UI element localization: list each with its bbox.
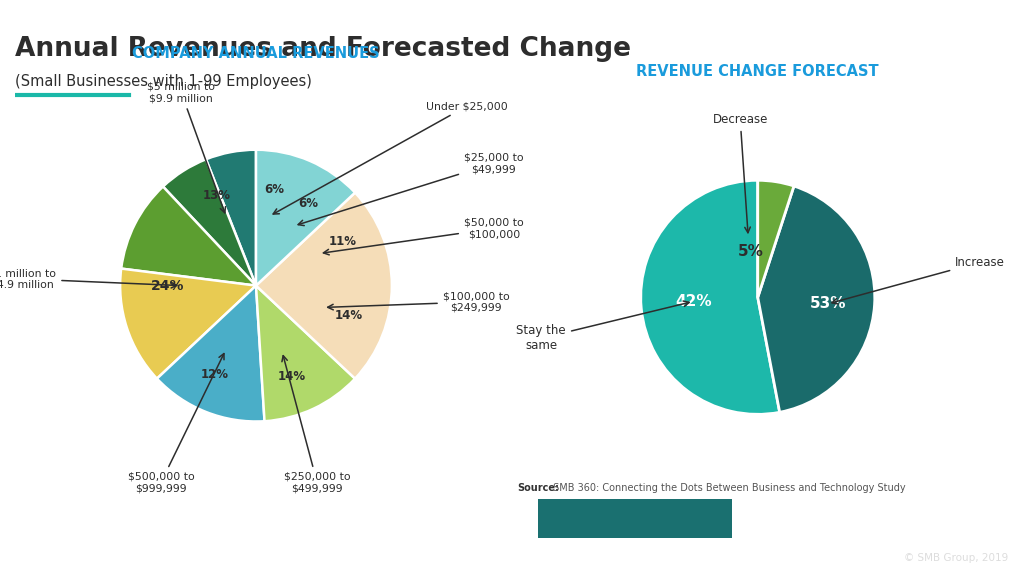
Text: 5%: 5% xyxy=(737,243,763,258)
Text: $500,000 to
$999,999: $500,000 to $999,999 xyxy=(128,354,224,493)
Text: Q) What change do you anticipate in annual revenues for the next fiscal year?: Q) What change do you anticipate in annu… xyxy=(12,553,451,563)
Wedge shape xyxy=(641,180,779,414)
Text: 12%: 12% xyxy=(201,368,228,381)
Text: Decrease: Decrease xyxy=(713,113,768,233)
Text: 24%: 24% xyxy=(151,279,184,293)
Text: (Small Businesses with 1-99 Employees): (Small Businesses with 1-99 Employees) xyxy=(15,74,312,89)
Wedge shape xyxy=(121,186,256,286)
Text: $25,000 to
$49,999: $25,000 to $49,999 xyxy=(298,152,523,226)
Text: 13%: 13% xyxy=(203,189,231,203)
Text: $50,000 to
$100,000: $50,000 to $100,000 xyxy=(324,218,523,255)
Wedge shape xyxy=(120,268,256,379)
Text: Annual Revenues and Forecasted Change: Annual Revenues and Forecasted Change xyxy=(15,36,632,62)
Text: 14%: 14% xyxy=(278,370,306,383)
Text: 14%: 14% xyxy=(335,309,364,323)
Text: 53%: 53% xyxy=(809,297,846,312)
Text: Source:: Source: xyxy=(517,482,559,493)
Text: Q) Approximately what are your company’s annual revenues for the current fiscal : Q) Approximately what are your company’s… xyxy=(12,514,504,523)
Wedge shape xyxy=(256,286,355,421)
Wedge shape xyxy=(256,150,355,286)
Bar xyxy=(538,499,732,538)
Title: COMPANY ANNUAL REVENUES: COMPANY ANNUAL REVENUES xyxy=(132,46,380,61)
Wedge shape xyxy=(758,186,874,413)
Text: $250,000 to
$499,999: $250,000 to $499,999 xyxy=(282,355,350,493)
Text: 6%: 6% xyxy=(298,197,318,209)
Text: SMB 360: Connecting the Dots Between Business and Technology Study: SMB 360: Connecting the Dots Between Bus… xyxy=(550,482,905,493)
Text: Stay the
same: Stay the same xyxy=(516,301,689,353)
Text: 6%: 6% xyxy=(264,183,285,196)
Wedge shape xyxy=(163,159,256,286)
Text: $5 million to
$9.9 million: $5 million to $9.9 million xyxy=(147,82,225,213)
Text: 42%: 42% xyxy=(675,294,712,309)
Text: 11%: 11% xyxy=(329,235,357,248)
Wedge shape xyxy=(206,150,256,286)
Text: $100,000 to
$249,999: $100,000 to $249,999 xyxy=(328,291,510,313)
Text: Increase: Increase xyxy=(831,256,1005,304)
Text: Under $25,000: Under $25,000 xyxy=(273,101,508,214)
Text: $1 million to
$4.9 million: $1 million to $4.9 million xyxy=(0,268,177,290)
Title: REVENUE CHANGE FORECAST: REVENUE CHANGE FORECAST xyxy=(637,64,879,79)
Wedge shape xyxy=(256,193,392,379)
Text: © SMB Group, 2019: © SMB Group, 2019 xyxy=(904,553,1009,563)
Wedge shape xyxy=(758,180,794,297)
Text: Sample Size: 424: Sample Size: 424 xyxy=(574,512,689,525)
Wedge shape xyxy=(157,286,264,421)
